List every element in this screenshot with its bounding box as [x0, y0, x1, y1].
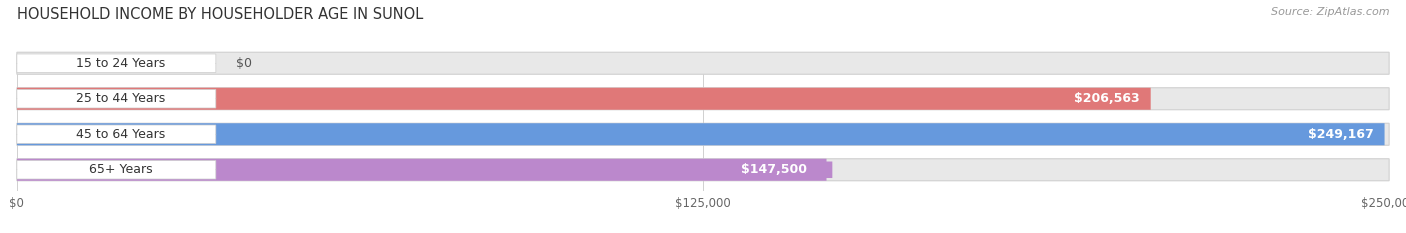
FancyBboxPatch shape — [17, 89, 217, 108]
FancyBboxPatch shape — [17, 161, 217, 179]
FancyBboxPatch shape — [17, 123, 1385, 145]
Text: $206,563: $206,563 — [1074, 92, 1140, 105]
FancyBboxPatch shape — [17, 159, 827, 181]
FancyBboxPatch shape — [17, 125, 217, 144]
Text: 65+ Years: 65+ Years — [89, 163, 152, 176]
Text: 15 to 24 Years: 15 to 24 Years — [76, 57, 165, 70]
Text: 45 to 64 Years: 45 to 64 Years — [76, 128, 165, 141]
FancyBboxPatch shape — [716, 161, 832, 178]
Text: Source: ZipAtlas.com: Source: ZipAtlas.com — [1271, 7, 1389, 17]
Text: HOUSEHOLD INCOME BY HOUSEHOLDER AGE IN SUNOL: HOUSEHOLD INCOME BY HOUSEHOLDER AGE IN S… — [17, 7, 423, 22]
FancyBboxPatch shape — [17, 52, 1389, 74]
Text: $0: $0 — [236, 57, 253, 70]
FancyBboxPatch shape — [17, 88, 1389, 110]
FancyBboxPatch shape — [17, 123, 1389, 145]
FancyBboxPatch shape — [17, 88, 1150, 110]
Text: 25 to 44 Years: 25 to 44 Years — [76, 92, 165, 105]
Text: $147,500: $147,500 — [741, 163, 807, 176]
FancyBboxPatch shape — [17, 54, 217, 72]
Text: $249,167: $249,167 — [1308, 128, 1374, 141]
FancyBboxPatch shape — [17, 159, 1389, 181]
